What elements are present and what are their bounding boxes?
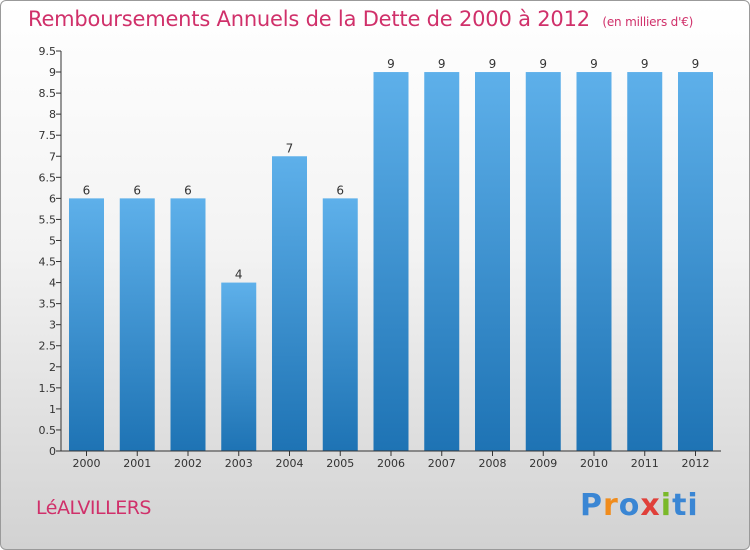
- chart-unit: (en milliers d'€): [602, 15, 694, 29]
- y-tick-label: 5: [49, 234, 56, 247]
- bar-2000: [69, 198, 104, 451]
- x-tick-label: 2003: [225, 457, 253, 470]
- y-tick-label: 2: [49, 361, 56, 374]
- y-tick-label: 3.5: [39, 298, 57, 311]
- x-tick-label: 2001: [123, 457, 151, 470]
- bar-2004: [272, 156, 307, 451]
- data-label: 4: [235, 268, 243, 282]
- x-tick-label: 2009: [529, 457, 557, 470]
- y-tick-label: 2.5: [39, 340, 57, 353]
- data-label: 9: [590, 57, 598, 71]
- bar-2012: [678, 72, 713, 451]
- bar-2003: [221, 282, 257, 451]
- y-tick-label: 0: [49, 445, 56, 458]
- logo-letter: r: [603, 488, 619, 523]
- bar-2009: [525, 72, 561, 451]
- data-label: 6: [83, 183, 91, 197]
- x-tick-label: 2010: [580, 457, 608, 470]
- logo-letter: o: [618, 488, 641, 523]
- bar-2002: [170, 198, 206, 451]
- y-tick-label: 8: [49, 108, 56, 121]
- data-label: 9: [692, 57, 700, 71]
- y-tick-label: 7: [49, 150, 56, 163]
- logo-letter: t: [672, 488, 688, 523]
- y-tick-label: 9.5: [39, 45, 57, 58]
- x-tick-label: 2005: [326, 457, 354, 470]
- x-axis: 2000 2001 2002 2003 2004 2005 2006 2007 2008 2009…: [61, 450, 721, 470]
- data-label: 9: [387, 57, 395, 71]
- y-tick-label: 1.5: [39, 382, 57, 395]
- bar-2008: [475, 72, 510, 451]
- y-tick-label: 9: [49, 66, 56, 79]
- data-label: 9: [641, 57, 649, 71]
- data-label: 9: [539, 57, 547, 71]
- x-tick-label: 2000: [73, 457, 101, 470]
- data-label: 9: [438, 57, 446, 71]
- proxiti-logo[interactable]: Proxiti: [580, 488, 699, 523]
- x-tick-label: 2008: [479, 457, 507, 470]
- data-label: 6: [184, 183, 192, 197]
- x-tick-label: 2006: [377, 457, 405, 470]
- bars: 6 6 6 4 7 6 9 9 9 9 9 9 9: [69, 57, 713, 451]
- y-tick-label: 1: [49, 403, 56, 416]
- data-label: 7: [286, 141, 294, 155]
- bar-2006: [373, 72, 409, 451]
- chart-title: Remboursements Annuels de la Dette de 20…: [28, 7, 693, 31]
- data-label: 9: [489, 57, 497, 71]
- x-tick-label: 2002: [174, 457, 202, 470]
- bar-2007: [424, 72, 460, 451]
- bar-2001: [119, 198, 155, 451]
- x-tick-label: 2012: [682, 457, 710, 470]
- x-tick-label: 2007: [428, 457, 456, 470]
- logo-letter: x: [640, 488, 661, 523]
- x-tick-label: 2011: [631, 457, 659, 470]
- logo-letter: P: [580, 488, 603, 523]
- y-axis: 0 0.5 1 1.5 2 2.5 3 3.5 4 4.5 5 5.5 6 6.5 7 7.5 8 8.5 9 9.5: [39, 45, 62, 458]
- y-tick-label: 4: [49, 277, 56, 290]
- x-tick-label: 2004: [276, 457, 304, 470]
- y-tick-label: 3: [49, 319, 56, 332]
- chart-title-text: Remboursements Annuels de la Dette de 20…: [28, 7, 590, 31]
- y-tick-label: 8.5: [39, 87, 57, 100]
- y-tick-label: 5.5: [39, 213, 57, 226]
- place-name: LéALVILLERS: [36, 497, 151, 519]
- data-label: 6: [133, 183, 141, 197]
- bar-2005: [322, 198, 358, 451]
- y-tick-label: 6.5: [39, 171, 57, 184]
- y-tick-label: 7.5: [39, 129, 57, 142]
- y-tick-label: 0.5: [39, 424, 57, 437]
- logo-letter: i: [660, 488, 673, 523]
- bar-2010: [576, 72, 612, 451]
- data-label: 6: [336, 183, 344, 197]
- logo-letter: i: [687, 488, 699, 523]
- bar-2011: [627, 72, 663, 451]
- y-tick-label: 6: [49, 192, 56, 205]
- y-tick-label: 4.5: [39, 256, 57, 269]
